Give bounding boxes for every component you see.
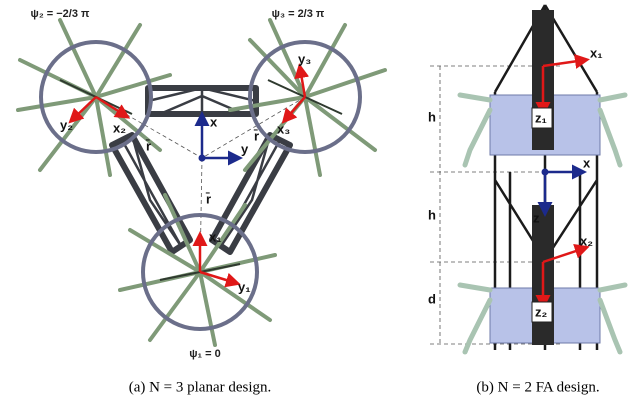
axis-label: x₂ xyxy=(580,233,593,248)
rotor-angle: ψ₁ = 0 xyxy=(189,348,221,360)
axis-label: y₃ xyxy=(298,51,311,66)
panel-a-illustration xyxy=(18,20,385,345)
radius-label: r̄ xyxy=(146,138,151,153)
axis-label: y₁ xyxy=(238,279,251,294)
radius-label: r̄ xyxy=(206,191,211,206)
truss xyxy=(112,88,290,252)
rotor-angle: ψ₃ = 2/3 π xyxy=(272,8,325,20)
figure: ψ₂ = −2/3 π ψ₃ = 2/3 π y₂ x₂ x y x₃ y₃ r… xyxy=(0,0,631,413)
axis-label: x xyxy=(583,155,591,170)
axis-label: x₃ xyxy=(277,121,290,136)
axis-label: x₂ xyxy=(113,120,126,135)
distance-label: d xyxy=(428,291,436,306)
caption: (a) N = 3 planar design. xyxy=(129,379,272,395)
radius-label: r̄ xyxy=(254,128,259,143)
distance-label: h xyxy=(428,207,436,222)
distance-label: h xyxy=(428,109,436,124)
axis-label: x₁ xyxy=(590,45,603,60)
axis-label: y xyxy=(241,141,249,156)
axis-label: y₂ xyxy=(60,117,73,132)
axis-label: x xyxy=(210,114,218,129)
caption: (b) N = 2 FA design. xyxy=(476,379,599,395)
axis-label: x₁ xyxy=(209,229,222,244)
axis-label: z xyxy=(533,210,540,225)
axis-label: z₂ xyxy=(535,304,548,319)
axis-label: z₁ xyxy=(535,110,547,125)
rotor-angle: ψ₂ = −2/3 π xyxy=(31,8,90,20)
